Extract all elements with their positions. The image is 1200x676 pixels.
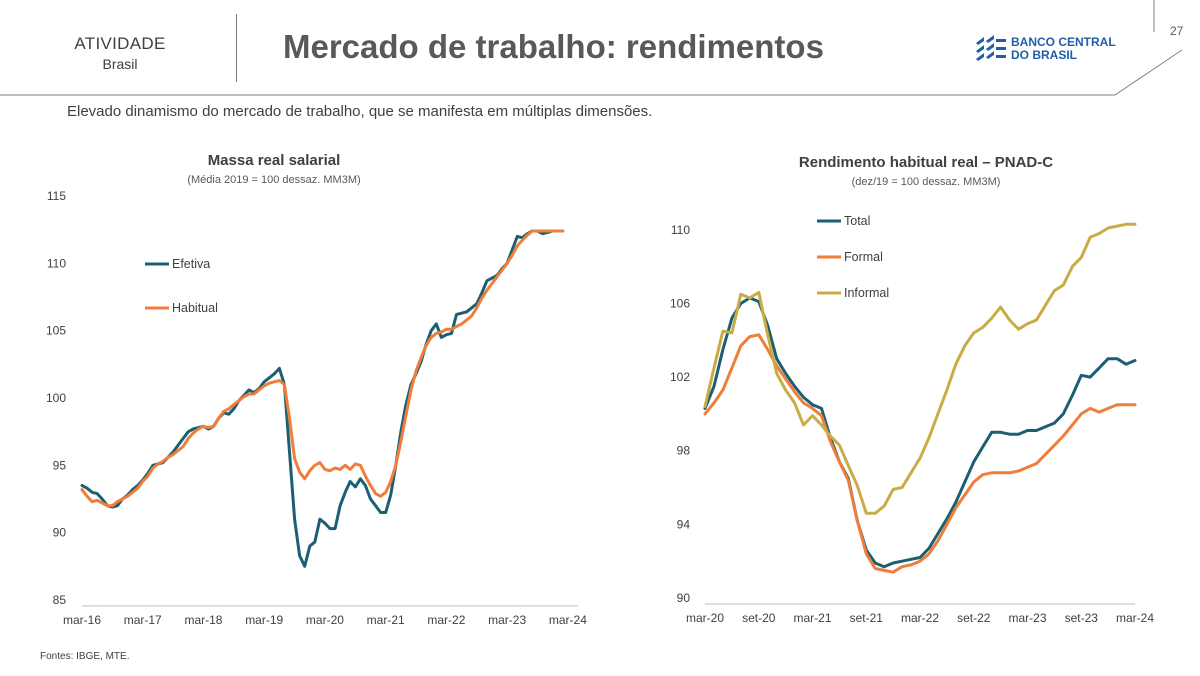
series-line-total xyxy=(703,296,1137,569)
legend-label-total: Total xyxy=(844,214,870,228)
x-tick-label: mar-23 xyxy=(488,613,526,627)
y-tick-label: 115 xyxy=(47,189,66,203)
y-tick-label: 98 xyxy=(677,444,691,458)
section-region: Brasil xyxy=(102,56,138,72)
sources-note: Fontes: IBGE, MTE. xyxy=(40,651,130,662)
x-tick-label: mar-24 xyxy=(1116,611,1154,625)
y-tick-label: 90 xyxy=(677,591,691,605)
section-label: ATIVIDADE Brasil xyxy=(40,34,200,72)
series-line-habitual xyxy=(80,229,565,508)
slide-subtitle: Elevado dinamismo do mercado de trabalho… xyxy=(67,103,653,120)
x-tick-label: mar-22 xyxy=(427,613,465,627)
x-tick-label: set-22 xyxy=(957,611,991,625)
y-tick-label: 90 xyxy=(53,526,67,540)
section-name: ATIVIDADE xyxy=(74,34,166,53)
y-tick-label: 85 xyxy=(53,593,67,607)
y-tick-label: 105 xyxy=(46,324,66,338)
x-tick-label: mar-21 xyxy=(367,613,405,627)
x-tick-label: mar-19 xyxy=(245,613,283,627)
y-tick-label: 106 xyxy=(670,296,690,310)
bcb-logo-icon xyxy=(976,35,1006,61)
series-line-informal xyxy=(703,222,1137,515)
series-line-efetiva xyxy=(80,229,565,568)
x-tick-label: mar-20 xyxy=(306,613,344,627)
x-tick-label: set-23 xyxy=(1065,611,1099,625)
x-tick-label: mar-18 xyxy=(184,613,222,627)
legend-label-habitual: Habitual xyxy=(172,301,218,315)
page-title: Mercado de trabalho: rendimentos xyxy=(283,28,824,65)
chart-title: Rendimento habitual real – PNAD-C xyxy=(799,154,1053,171)
x-tick-label: mar-24 xyxy=(549,613,587,627)
y-tick-label: 110 xyxy=(671,223,690,237)
bcb-logo-text: BANCO CENTRAL DO BRASIL xyxy=(1011,36,1116,62)
x-tick-label: mar-23 xyxy=(1008,611,1046,625)
x-tick-label: set-21 xyxy=(850,611,884,625)
y-tick-label: 100 xyxy=(46,391,66,405)
header-frame-lines xyxy=(0,0,1183,96)
x-tick-label: mar-20 xyxy=(686,611,724,625)
legend-label-efetiva: Efetiva xyxy=(172,257,210,271)
y-tick-label: 102 xyxy=(670,370,690,384)
x-tick-label: set-20 xyxy=(742,611,776,625)
legend-label-formal: Formal xyxy=(844,250,883,264)
x-tick-label: mar-21 xyxy=(793,611,831,625)
bcb-logo: BANCO CENTRAL DO BRASIL xyxy=(974,33,1144,67)
series-line-formal xyxy=(703,333,1137,574)
x-tick-label: mar-22 xyxy=(901,611,939,625)
x-tick-label: mar-17 xyxy=(124,613,162,627)
logo-line-2: DO BRASIL xyxy=(1011,48,1077,62)
legend-label-informal: Informal xyxy=(844,286,889,300)
x-tick-label: mar-16 xyxy=(63,613,101,627)
y-tick-label: 95 xyxy=(53,458,67,472)
header-frame xyxy=(0,0,1200,100)
header-divider xyxy=(236,14,237,82)
logo-line-1: BANCO CENTRAL xyxy=(1011,35,1116,49)
page-number: 27 xyxy=(1170,24,1184,38)
chart-subtitle: (Média 2019 = 100 dessaz. MM3M) xyxy=(187,174,360,186)
y-tick-label: 94 xyxy=(677,517,691,531)
chart-subtitle: (dez/19 = 100 dessaz. MM3M) xyxy=(852,176,1001,188)
chart-title: Massa real salarial xyxy=(208,152,341,169)
y-tick-label: 110 xyxy=(47,256,66,270)
